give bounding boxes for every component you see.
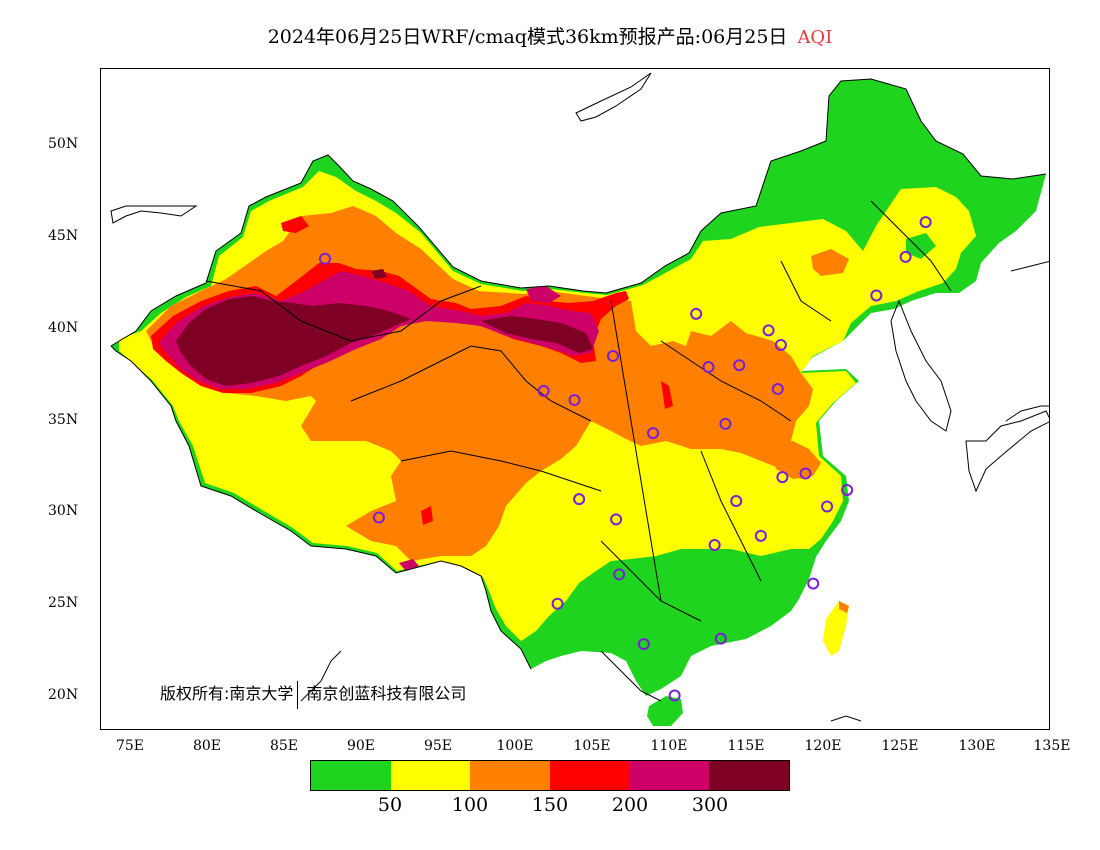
lon-label-110e: 110E xyxy=(650,738,688,754)
legend-label-100: 100 xyxy=(451,794,489,816)
taiwan-orange-edge xyxy=(839,601,849,613)
lon-label-120e: 120E xyxy=(804,738,842,754)
copyright-text-2: 南京创蓝科技有限公司 xyxy=(306,684,467,703)
city-marker xyxy=(573,493,586,506)
city-marker xyxy=(774,339,787,352)
lat-label-35n: 35N xyxy=(48,412,79,428)
copyright-divider xyxy=(297,680,299,709)
city-marker xyxy=(730,494,743,507)
copyright-text-1: 版权所有:南京大学 xyxy=(160,684,294,703)
title-text: 2024年06月25日WRF/cmaq模式36km预报产品:06月25日 xyxy=(267,26,788,48)
lat-label-20n: 20N xyxy=(48,687,79,703)
city-marker xyxy=(841,483,854,496)
aqi-magenta-spot-1 xyxy=(399,559,419,571)
aqi-maroon-band xyxy=(481,316,593,353)
title-variable: AQI xyxy=(797,27,833,48)
aqi-red-spot-1 xyxy=(281,216,309,233)
lon-label-100e: 100E xyxy=(496,738,534,754)
city-markers xyxy=(319,216,932,702)
legend-label-50: 50 xyxy=(377,794,403,816)
city-marker xyxy=(537,384,550,397)
lon-label-95e: 95E xyxy=(423,738,453,754)
city-marker xyxy=(733,359,746,372)
city-marker xyxy=(754,529,767,542)
legend-label-150: 150 xyxy=(531,794,569,816)
city-marker xyxy=(919,216,932,229)
city-marker xyxy=(551,597,564,610)
lon-label-80e: 80E xyxy=(192,738,222,754)
city-marker xyxy=(807,577,820,590)
aqi-red-spot-3 xyxy=(661,381,673,409)
page-title: 2024年06月25日WRF/cmaq模式36km预报产品:06月25日 AQI xyxy=(0,22,1100,49)
city-marker xyxy=(647,427,660,440)
city-marker xyxy=(708,539,721,552)
aqi-map xyxy=(110,72,1049,726)
city-marker xyxy=(319,252,332,265)
city-marker xyxy=(714,632,727,645)
aqi-red-spot-2 xyxy=(421,506,433,525)
lat-label-30n: 30N xyxy=(48,503,79,519)
lon-label-135e: 135E xyxy=(1033,738,1071,754)
aqi-maroon-spot xyxy=(371,269,387,279)
city-marker xyxy=(821,500,834,513)
legend-swatch-maroon xyxy=(709,761,790,790)
copyright-notice: 版权所有:南京大学 南京创蓝科技有限公司 xyxy=(160,680,466,709)
city-marker xyxy=(613,568,626,581)
city-marker xyxy=(568,394,581,407)
city-marker xyxy=(607,350,620,363)
city-marker xyxy=(870,289,883,302)
city-marker xyxy=(762,324,775,337)
lon-label-130e: 130E xyxy=(958,738,996,754)
lon-label-105e: 105E xyxy=(573,738,611,754)
lon-label-75e: 75E xyxy=(115,738,145,754)
city-marker xyxy=(771,383,784,396)
lon-label-125e: 125E xyxy=(881,738,919,754)
map-frame xyxy=(100,68,1050,730)
legend-label-200: 200 xyxy=(611,794,649,816)
taiwan-island xyxy=(823,601,849,656)
legend-swatch-yellow xyxy=(390,761,471,790)
lat-label-40n: 40N xyxy=(48,320,79,336)
legend-swatch-magenta xyxy=(629,761,710,790)
city-marker xyxy=(690,307,703,320)
city-marker xyxy=(637,638,650,651)
lat-label-50n: 50N xyxy=(48,136,79,152)
aqi-green-patch xyxy=(906,233,936,259)
city-marker xyxy=(899,250,912,263)
lon-label-115e: 115E xyxy=(727,738,765,754)
lon-label-85e: 85E xyxy=(269,738,299,754)
legend-label-300: 300 xyxy=(691,794,729,816)
aqi-legend-bar xyxy=(310,760,790,791)
city-marker xyxy=(668,689,681,702)
city-marker xyxy=(702,361,715,374)
aqi-maroon-region xyxy=(176,296,411,386)
hainan-island xyxy=(647,696,683,726)
city-marker xyxy=(799,467,812,480)
legend-swatch-green xyxy=(311,761,391,790)
boundary-lines xyxy=(110,72,1049,722)
lat-label-45n: 45N xyxy=(48,228,79,244)
lon-label-90e: 90E xyxy=(346,738,376,754)
legend-swatch-orange xyxy=(470,761,551,790)
city-marker xyxy=(776,471,789,484)
city-marker xyxy=(719,417,732,430)
city-marker xyxy=(610,513,623,526)
aqi-magenta-spot-2 xyxy=(526,286,561,303)
lat-label-25n: 25N xyxy=(48,595,79,611)
legend-swatch-red xyxy=(550,761,630,790)
aqi-orange-patch-north xyxy=(811,249,849,276)
city-marker xyxy=(372,511,385,524)
